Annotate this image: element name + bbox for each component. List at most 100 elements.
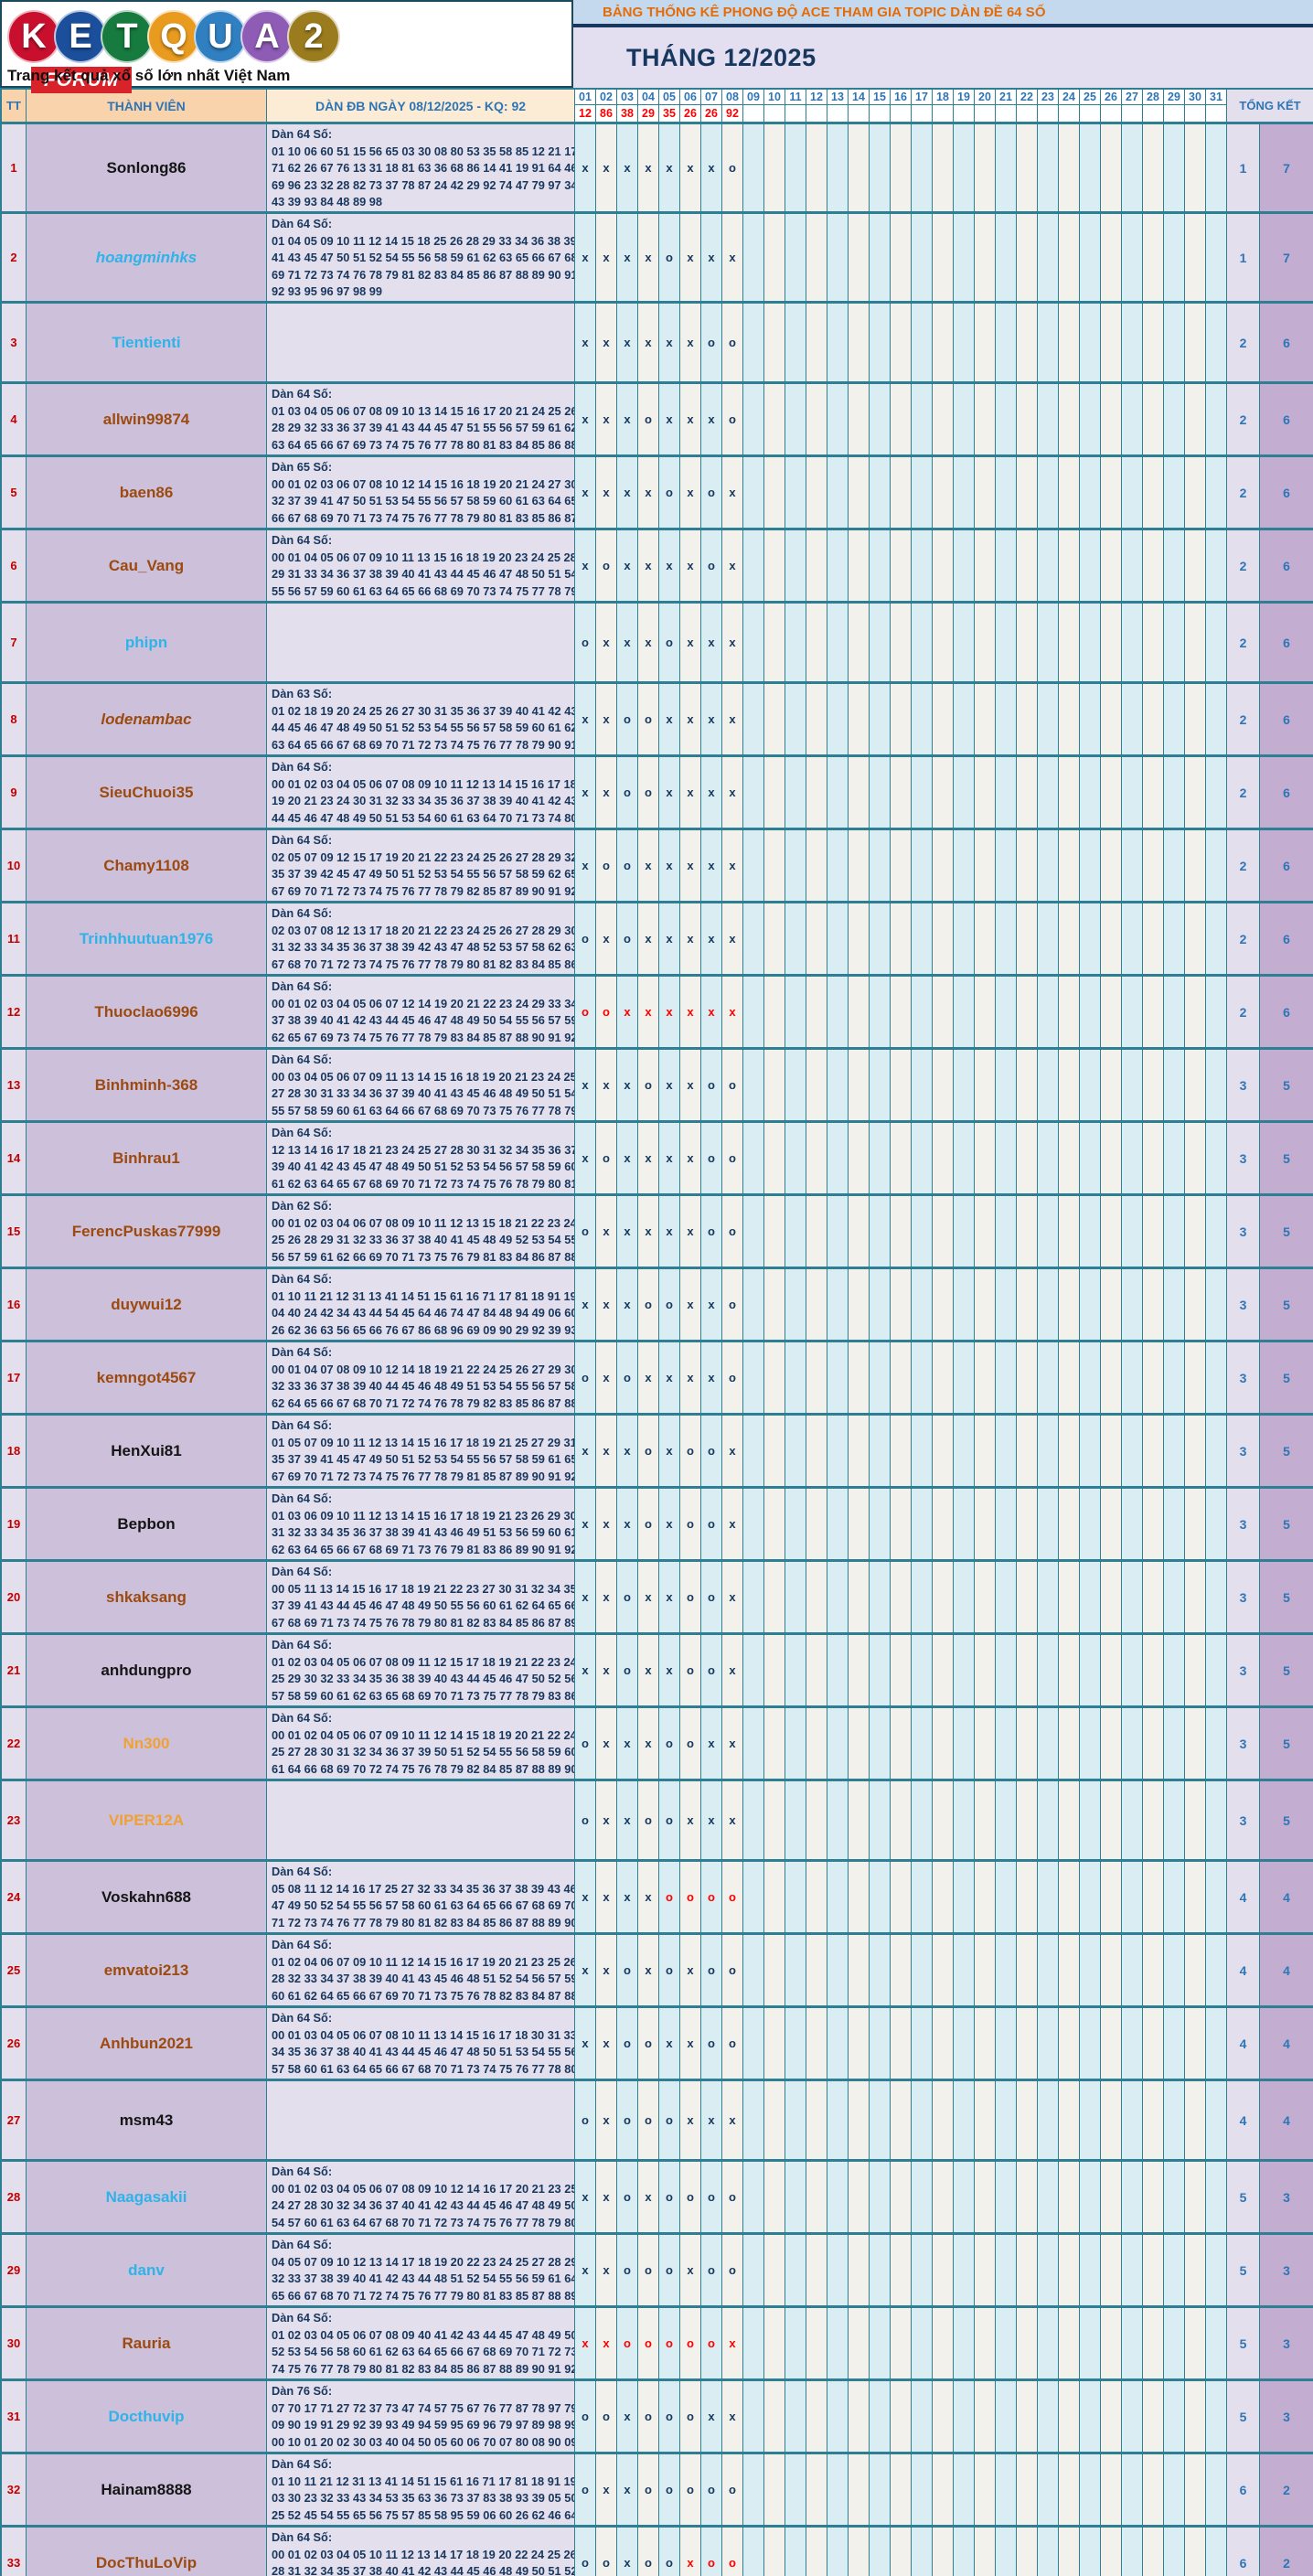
table-row: 1 Sonlong86 Dàn 64 Số: 01 10 06 60 51 15 … (0, 124, 1313, 214)
member-name[interactable]: DocThuLoVip (27, 2528, 267, 2576)
mark-cell (954, 1489, 975, 1559)
mark-cell (785, 1708, 806, 1779)
mark-cell (891, 757, 912, 828)
mark-cell: o (722, 2528, 743, 2576)
mark-cell (996, 1050, 1017, 1120)
mark-cell: x (596, 1416, 617, 1486)
member-name[interactable]: Tientienti (27, 304, 267, 381)
dan-title: Dàn 64 Số: (272, 1491, 333, 1505)
member-name[interactable]: anhdungpro (27, 1635, 267, 1705)
mark-cell (1101, 2235, 1122, 2305)
mark-cell (1017, 214, 1038, 301)
member-name[interactable]: Voskahn688 (27, 1862, 267, 1932)
member-name[interactable]: SieuChuoi35 (27, 757, 267, 828)
mark-cell (1080, 530, 1101, 601)
member-name[interactable]: FerencPuskas77999 (27, 1196, 267, 1267)
mark-cell (891, 2081, 912, 2159)
total-loss: 5 (1260, 1269, 1313, 1340)
mark-cell (870, 2081, 891, 2159)
mark-cell (933, 830, 954, 901)
mark-cell (849, 2308, 870, 2378)
mark-cell (806, 2162, 827, 2232)
table-row: 28 Naagasakii Dàn 64 Số: 00 01 02 03 04 0… (0, 2162, 1313, 2235)
dan-line: 74 75 76 77 78 79 80 81 82 83 84 85 86 8… (272, 2361, 575, 2376)
member-name[interactable]: msm43 (27, 2081, 267, 2159)
member-name[interactable]: Naagasakii (27, 2162, 267, 2232)
mark-cell (1122, 1269, 1143, 1340)
member-name[interactable]: HenXui81 (27, 1416, 267, 1486)
member-name[interactable]: phipn (27, 604, 267, 681)
mark-cell: o (659, 1269, 680, 1340)
mark-cell: x (722, 2381, 743, 2452)
mark-cell: o (575, 2528, 596, 2576)
mark-cell (1122, 304, 1143, 381)
mark-cell (1080, 1708, 1101, 1779)
member-name[interactable]: Rauria (27, 2308, 267, 2378)
mark-cell (933, 903, 954, 974)
mark-cell (891, 1123, 912, 1193)
mark-cell (1017, 384, 1038, 454)
member-name[interactable]: Trinhhuutuan1976 (27, 903, 267, 974)
member-name[interactable]: shkaksang (27, 1562, 267, 1632)
row-index: 18 (2, 1416, 27, 1486)
member-name[interactable]: Nn300 (27, 1708, 267, 1779)
dan-line: 01 10 11 21 12 31 13 41 14 51 15 61 16 7… (272, 2474, 575, 2488)
member-name[interactable]: Docthuvip (27, 2381, 267, 2452)
mark-cell (1038, 2081, 1059, 2159)
mark-cell (849, 1708, 870, 1779)
member-name[interactable]: Anhbun2021 (27, 2008, 267, 2079)
member-name[interactable]: Binhminh-368 (27, 1050, 267, 1120)
mark-cell (849, 1196, 870, 1267)
total-win: 2 (1227, 684, 1260, 754)
total-win: 3 (1227, 1123, 1260, 1193)
mark-cell: x (617, 1123, 638, 1193)
member-name[interactable]: baen86 (27, 457, 267, 528)
mark-cell (1164, 1123, 1185, 1193)
member-name[interactable]: duywui12 (27, 1269, 267, 1340)
dan-line: 28 29 32 33 36 37 39 41 43 44 45 47 51 5… (272, 421, 575, 434)
mark-cell (1143, 2162, 1164, 2232)
mark-cell (1080, 2381, 1101, 2452)
dan-title: Dàn 64 Số: (272, 1053, 333, 1066)
mark-cell (975, 384, 996, 454)
member-name[interactable]: Sonlong86 (27, 124, 267, 211)
total-loss: 3 (1260, 2162, 1313, 2232)
mark-cell (912, 530, 933, 601)
member-name[interactable]: allwin99874 (27, 384, 267, 454)
mark-cell: x (722, 2081, 743, 2159)
mark-cell (1101, 977, 1122, 1047)
mark-cell (1206, 1708, 1227, 1779)
mark-cell (1164, 1489, 1185, 1559)
row-index: 3 (2, 304, 27, 381)
dan-title: Dàn 62 Số: (272, 1199, 333, 1213)
total-loss: 6 (1260, 684, 1313, 754)
mark-cell (764, 1635, 785, 1705)
dan-line: 00 03 04 05 06 07 09 11 13 14 15 16 18 1… (272, 1069, 575, 1084)
member-name[interactable]: Binhrau1 (27, 1123, 267, 1193)
member-name[interactable]: Thuoclao6996 (27, 977, 267, 1047)
mark-cell (870, 304, 891, 381)
mark-cell (996, 2454, 1017, 2525)
member-name[interactable]: Chamy1108 (27, 830, 267, 901)
mark-cell (996, 1935, 1017, 2005)
member-name[interactable]: VIPER12A (27, 1781, 267, 1859)
member-name[interactable]: kemngot4567 (27, 1342, 267, 1413)
mark-cell: x (659, 384, 680, 454)
dan-line: 07 70 17 71 27 72 37 73 47 74 57 75 67 7… (272, 2400, 575, 2415)
mark-cell: x (617, 977, 638, 1047)
member-name[interactable]: Bepbon (27, 1489, 267, 1559)
mark-cell: o (575, 1196, 596, 1267)
member-name[interactable]: Cau_Vang (27, 530, 267, 601)
member-name[interactable]: danv (27, 2235, 267, 2305)
member-name[interactable]: Hainam8888 (27, 2454, 267, 2525)
member-name[interactable]: hoangminhks (27, 214, 267, 301)
mark-cell: o (617, 684, 638, 754)
mark-cell: x (575, 2235, 596, 2305)
mark-cell (1038, 2308, 1059, 2378)
member-name[interactable]: emvatoi213 (27, 1935, 267, 2005)
dan-line: 41 43 45 47 50 51 52 54 55 56 58 59 61 6… (272, 251, 575, 264)
member-name[interactable]: lodenambac (27, 684, 267, 754)
mark-cell: x (659, 1050, 680, 1120)
